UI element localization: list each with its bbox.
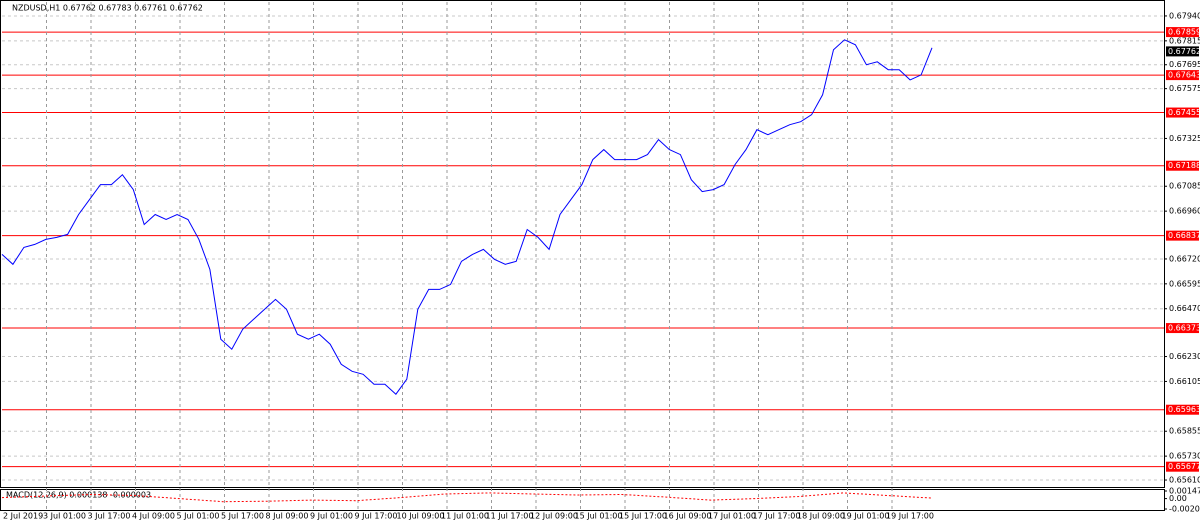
y-tick-label: 0.66105 — [1169, 377, 1200, 386]
price-label-bg — [1166, 46, 1199, 57]
x-tick-label: 10 Jul 09:00 — [397, 512, 445, 521]
x-tick-label: 11 Jul 17:00 — [486, 512, 534, 521]
x-tick-label: 9 Jul 01:00 — [310, 512, 353, 521]
level-label-bg — [1166, 461, 1199, 472]
series-line — [1, 39, 933, 395]
x-tick-label: 11 Jul 01:00 — [441, 512, 489, 521]
y-tick-label: 0.001475 — [1169, 487, 1200, 496]
y-tick-label: 0.67695 — [1169, 60, 1200, 69]
x-tick-label: 18 Jul 09:00 — [797, 512, 845, 521]
chart-title: NZDUSD,H1 0.67762 0.67783 0.67761 0.6776… — [12, 4, 203, 13]
y-tick-label: 0.67940 — [1169, 11, 1200, 20]
level-label: 0.67859 — [1168, 28, 1200, 37]
series-line — [1, 492, 933, 503]
y-tick-label: 0.67815 — [1169, 36, 1200, 45]
y-tick-label: 0.67325 — [1169, 134, 1200, 143]
level-label: 0.67188 — [1168, 161, 1200, 170]
x-tick-label: 17 Jul 17:00 — [753, 512, 801, 521]
x-tick-label: 5 Jul 01:00 — [177, 512, 220, 521]
x-tick-label: 16 Jul 09:00 — [664, 512, 712, 521]
level-label-bg — [1166, 323, 1199, 334]
x-tick-label: 2 Jul 2019 — [3, 512, 43, 521]
main-panel — [0, 0, 1165, 488]
level-label-bg — [1166, 404, 1199, 415]
x-tick-label: 5 Jul 17:00 — [221, 512, 264, 521]
x-tick-label: 19 Jul 01:00 — [842, 512, 890, 521]
level-label: 0.67643 — [1168, 71, 1200, 80]
level-label: 0.66837 — [1168, 231, 1200, 240]
x-tick-label: 19 Jul 17:00 — [886, 512, 934, 521]
y-tick-label: 0.65855 — [1169, 427, 1200, 436]
x-tick-label: 3 Jul 17:00 — [88, 512, 131, 521]
level-label-bg — [1166, 230, 1199, 241]
y-tick-label: 0.65730 — [1169, 452, 1200, 461]
y-tick-label: 0.66470 — [1169, 304, 1200, 313]
y-tick-label: 0.66720 — [1169, 254, 1200, 263]
price-label: 0.67762 — [1168, 47, 1200, 56]
macd-panel — [0, 489, 1165, 511]
y-tick-label: 0.65610 — [1169, 476, 1200, 485]
x-tick-label: 17 Jul 01:00 — [708, 512, 756, 521]
level-label: 0.66373 — [1168, 324, 1200, 333]
y-tick-label: 0.66230 — [1169, 352, 1200, 361]
x-tick-label: 9 Jul 17:00 — [355, 512, 398, 521]
level-label-bg — [1166, 107, 1199, 118]
level-label-bg — [1166, 160, 1199, 171]
y-tick-label: 0.67085 — [1169, 182, 1200, 191]
x-tick-label: 8 Jul 09:00 — [266, 512, 309, 521]
y-tick-label: 0.67575 — [1169, 84, 1200, 93]
y-tick-label: -0.002018 — [1169, 505, 1200, 514]
x-tick-label: 12 Jul 09:00 — [530, 512, 578, 521]
level-label: 0.67455 — [1168, 108, 1200, 117]
level-label-bg — [1166, 70, 1199, 81]
x-tick-label: 15 Jul 01:00 — [575, 512, 623, 521]
x-tick-label: 4 Jul 09:00 — [132, 512, 175, 521]
x-tick-label: 15 Jul 17:00 — [619, 512, 667, 521]
level-label: 0.65677 — [1168, 462, 1200, 471]
level-label: 0.65963 — [1168, 405, 1200, 414]
y-tick-label: 0.66960 — [1169, 207, 1200, 216]
y-tick-label: 0.00 — [1169, 494, 1187, 503]
x-tick-label: 3 Jul 01:00 — [43, 512, 86, 521]
y-tick-label: 0.66595 — [1169, 279, 1200, 288]
level-label-bg — [1166, 27, 1199, 38]
